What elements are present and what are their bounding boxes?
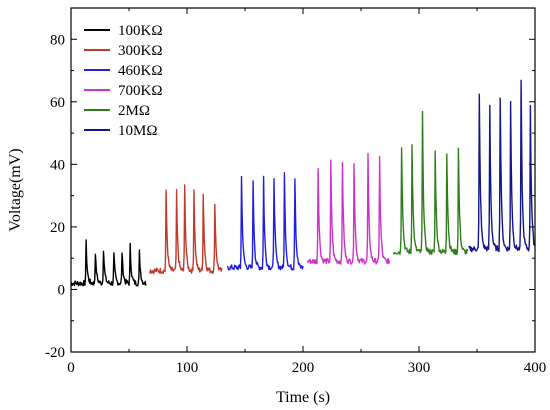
series-line-1 [149,184,223,275]
legend-label-2: 460KΩ [118,63,162,79]
legend-label-1: 300KΩ [118,43,162,59]
series-line-2 [226,171,304,271]
x-tick-label: 0 [67,360,75,376]
y-tick-label: 80 [50,32,65,48]
y-tick-label: 40 [50,157,65,173]
legend-label-4: 2MΩ [118,103,150,119]
series-line-0 [70,239,147,287]
series-line-4 [392,110,469,256]
y-tick-label: 0 [58,282,66,298]
x-tick-label: 400 [524,360,547,376]
y-axis-title: Voltage(mV) [7,148,24,231]
series-line-3 [306,152,391,265]
legend-label-5: 10MΩ [118,123,158,139]
plot-frame [70,7,536,353]
y-tick-label: 60 [50,95,65,111]
x-tick-label: 200 [292,360,315,376]
y-tick-label: -20 [45,345,65,361]
series-layer [70,79,536,287]
x-axis-title: Time (s) [276,389,330,406]
legend-label-0: 100KΩ [118,23,162,39]
x-tick-label: 100 [176,360,199,376]
series-line-5 [468,79,536,253]
y-tick-label: 20 [50,220,65,236]
x-tick-label: 300 [408,360,431,376]
legend-label-3: 700KΩ [118,83,162,99]
legend: 100KΩ 300KΩ 460KΩ 700KΩ 2MΩ 10MΩ [84,23,162,139]
